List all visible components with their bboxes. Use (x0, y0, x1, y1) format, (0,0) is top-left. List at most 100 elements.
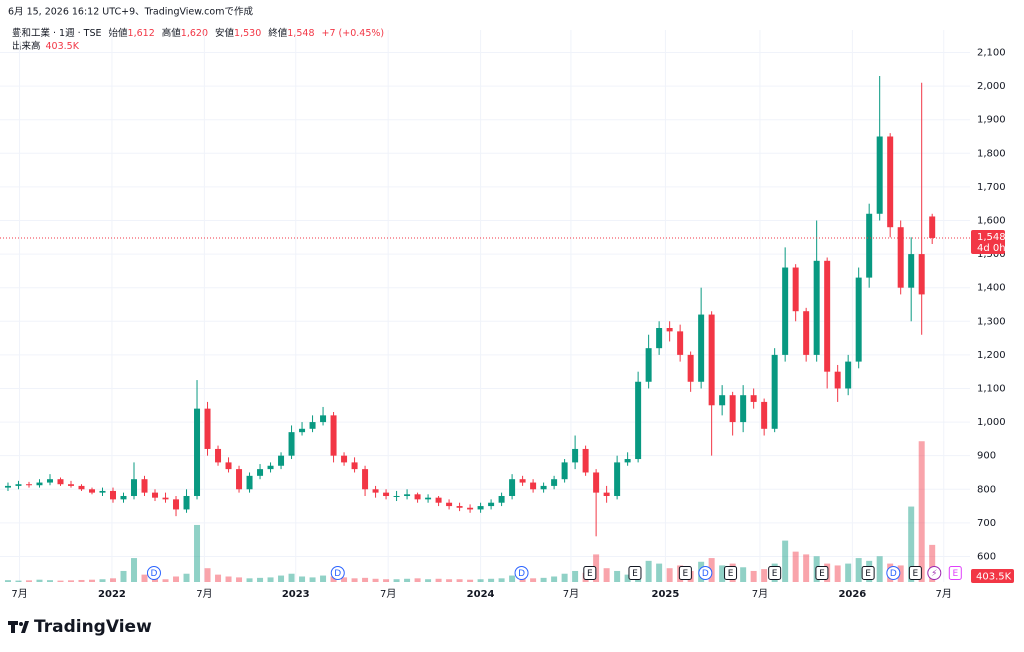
volume-bar (509, 575, 516, 582)
volume-bar (572, 570, 579, 582)
y-tick-label: 800 (977, 484, 996, 495)
earnings-marker (583, 566, 597, 580)
y-tick-label: 1,600 (977, 215, 1006, 226)
candle-body (908, 254, 915, 288)
event-label: E (865, 569, 871, 579)
volume-bar (435, 578, 442, 582)
candle-body (120, 495, 127, 500)
candle-body (477, 506, 484, 510)
dividend-marker (146, 566, 161, 580)
event-label: E (632, 569, 638, 579)
volume-bar (4, 580, 11, 582)
volume-bar (372, 578, 379, 582)
volume-bar (908, 506, 915, 582)
candle-body (519, 479, 526, 483)
volume-bar (36, 579, 43, 582)
logo: TradingView (8, 617, 152, 637)
event-label: E (913, 569, 919, 579)
candle-body (740, 395, 747, 423)
candle-body (614, 462, 621, 496)
volume-bar (299, 576, 306, 582)
value: 1,530 (234, 28, 261, 39)
candle-body (36, 482, 43, 486)
candle-body (435, 497, 442, 503)
volume-bar (404, 578, 411, 582)
volume-bar (246, 578, 253, 582)
candle-body (708, 314, 715, 406)
x-tick-label: 2023 (282, 589, 310, 600)
candle-body (593, 472, 600, 493)
candle-body (225, 462, 232, 470)
symbol: 豊和工業 · 1週 · TSE (12, 27, 102, 39)
volume-bar (477, 579, 484, 582)
candle-body (246, 475, 253, 490)
y-tick-label: 1,300 (977, 316, 1006, 327)
change: +7 (+0.45%) (322, 28, 385, 39)
volume-bar (351, 578, 358, 582)
candle-body (215, 448, 222, 463)
last-price-box (971, 229, 1005, 254)
dividend-marker (514, 566, 529, 580)
event-label: D (518, 569, 525, 579)
candle-body (383, 492, 390, 496)
volume-bar (446, 579, 453, 582)
volume-bar (46, 580, 53, 582)
candle-body (782, 267, 789, 355)
candle-body (236, 469, 243, 490)
candle-body (540, 485, 547, 490)
label: 安値 (215, 27, 235, 39)
volume-bar (341, 577, 348, 582)
volume-bar (257, 577, 264, 582)
candle-body (887, 136, 894, 228)
volume-bar (309, 577, 316, 582)
event-label: E (952, 569, 958, 579)
candle-body (918, 254, 925, 295)
candle-body (425, 497, 432, 500)
volume-bar (834, 565, 841, 582)
x-tick-label: 7月 (380, 588, 396, 600)
dividend-marker (886, 566, 901, 580)
volume-bar (876, 556, 883, 582)
y-tick-label: 1,900 (977, 115, 1006, 126)
volume-bar (225, 576, 232, 582)
candle-body (467, 507, 474, 510)
candle-body (719, 395, 726, 406)
candle-body (204, 408, 211, 449)
candle-body (194, 408, 201, 496)
event-label: E (728, 569, 734, 579)
candle-body (803, 311, 810, 355)
last-price-label: 1,548 (977, 232, 1006, 243)
label: 高値 (162, 27, 182, 39)
candle-body (393, 495, 400, 497)
x-tick-label: 2025 (652, 589, 680, 600)
candle-body (78, 485, 85, 490)
candle-body (4, 485, 11, 488)
earnings-marker (815, 566, 829, 580)
volume-bar (614, 570, 621, 582)
event-label: E (772, 569, 778, 579)
earnings-marker (628, 566, 642, 580)
volume-bar (152, 578, 159, 582)
candle-body (866, 213, 873, 278)
candle-body (855, 277, 862, 362)
x-tick-label: 2024 (467, 589, 495, 600)
candle-body (25, 484, 32, 486)
candle-body (414, 494, 421, 500)
volume-bar (120, 570, 127, 582)
x-tick-label: 7月 (196, 588, 212, 600)
label: 始値 (109, 27, 129, 39)
candle-body (750, 395, 757, 402)
earnings-marker (724, 566, 738, 580)
volume-bar (78, 579, 85, 582)
volume-bar (99, 579, 106, 582)
created-note: 6月 15, 2026 16:12 UTC+9、TradingView.comで… (8, 6, 253, 18)
y-tick-label: 1,200 (977, 350, 1006, 361)
earnings-marker (861, 566, 875, 580)
x-tick-label: 7月 (11, 588, 27, 600)
candle-body (561, 462, 568, 480)
volume-bar (383, 579, 390, 582)
volume-bar (645, 560, 652, 582)
volume-bar (267, 577, 274, 582)
candle-body (456, 506, 463, 508)
